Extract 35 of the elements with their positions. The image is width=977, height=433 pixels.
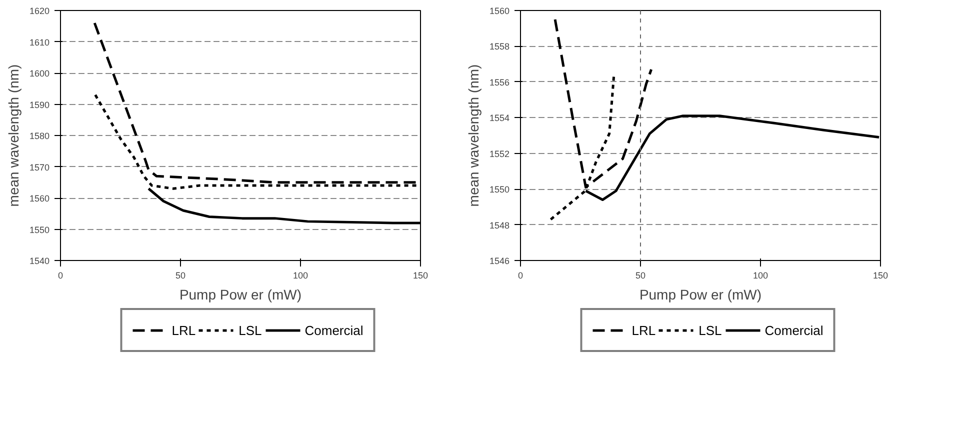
y-tick-label: 1550 — [29, 224, 50, 235]
y-tick-label: 1580 — [29, 131, 50, 141]
x-tick-label: 100 — [752, 270, 768, 280]
x-tick-label: 0 — [518, 270, 524, 280]
x-tick-label: 50 — [635, 270, 646, 280]
legend-label: Comercial — [764, 322, 824, 338]
y-tick-label: 1548 — [489, 220, 510, 230]
y-tick-label: 1550 — [489, 184, 510, 195]
legend-label: LSL — [238, 322, 262, 338]
x-axis-title: Pump Pow er (mW) — [179, 286, 302, 302]
legend-label: LRL — [172, 322, 196, 338]
y-axis-title: mean wavelength (nm) — [465, 64, 482, 207]
y-tick-label: 1570 — [29, 162, 50, 172]
y-tick-label: 1558 — [489, 42, 510, 52]
y-tick-label: 1554 — [489, 113, 510, 124]
y-tick-label: 1546 — [489, 256, 510, 266]
x-tick-label: 100 — [292, 270, 308, 280]
x-tick-label: 150 — [872, 270, 888, 280]
y-tick-label: 1590 — [29, 100, 50, 110]
y-axis-title: mean wavelength (nm) — [5, 64, 22, 207]
legend-label: LSL — [698, 322, 722, 338]
y-tick-label: 1560 — [489, 6, 510, 16]
y-tick-label: 1620 — [29, 6, 50, 16]
x-tick-label: 0 — [58, 270, 64, 280]
y-tick-label: 1560 — [29, 194, 50, 204]
x-axis-title: Pump Pow er (mW) — [639, 286, 762, 302]
y-tick-label: 1610 — [29, 37, 50, 48]
y-tick-label: 1552 — [489, 148, 510, 159]
y-tick-label: 1540 — [29, 256, 50, 266]
legend-label: Comercial — [304, 322, 364, 338]
x-tick-label: 150 — [412, 270, 428, 280]
y-tick-label: 1600 — [29, 68, 50, 78]
legend-label: LRL — [632, 322, 656, 338]
y-tick-label: 1556 — [489, 77, 510, 88]
x-tick-label: 50 — [175, 270, 186, 280]
